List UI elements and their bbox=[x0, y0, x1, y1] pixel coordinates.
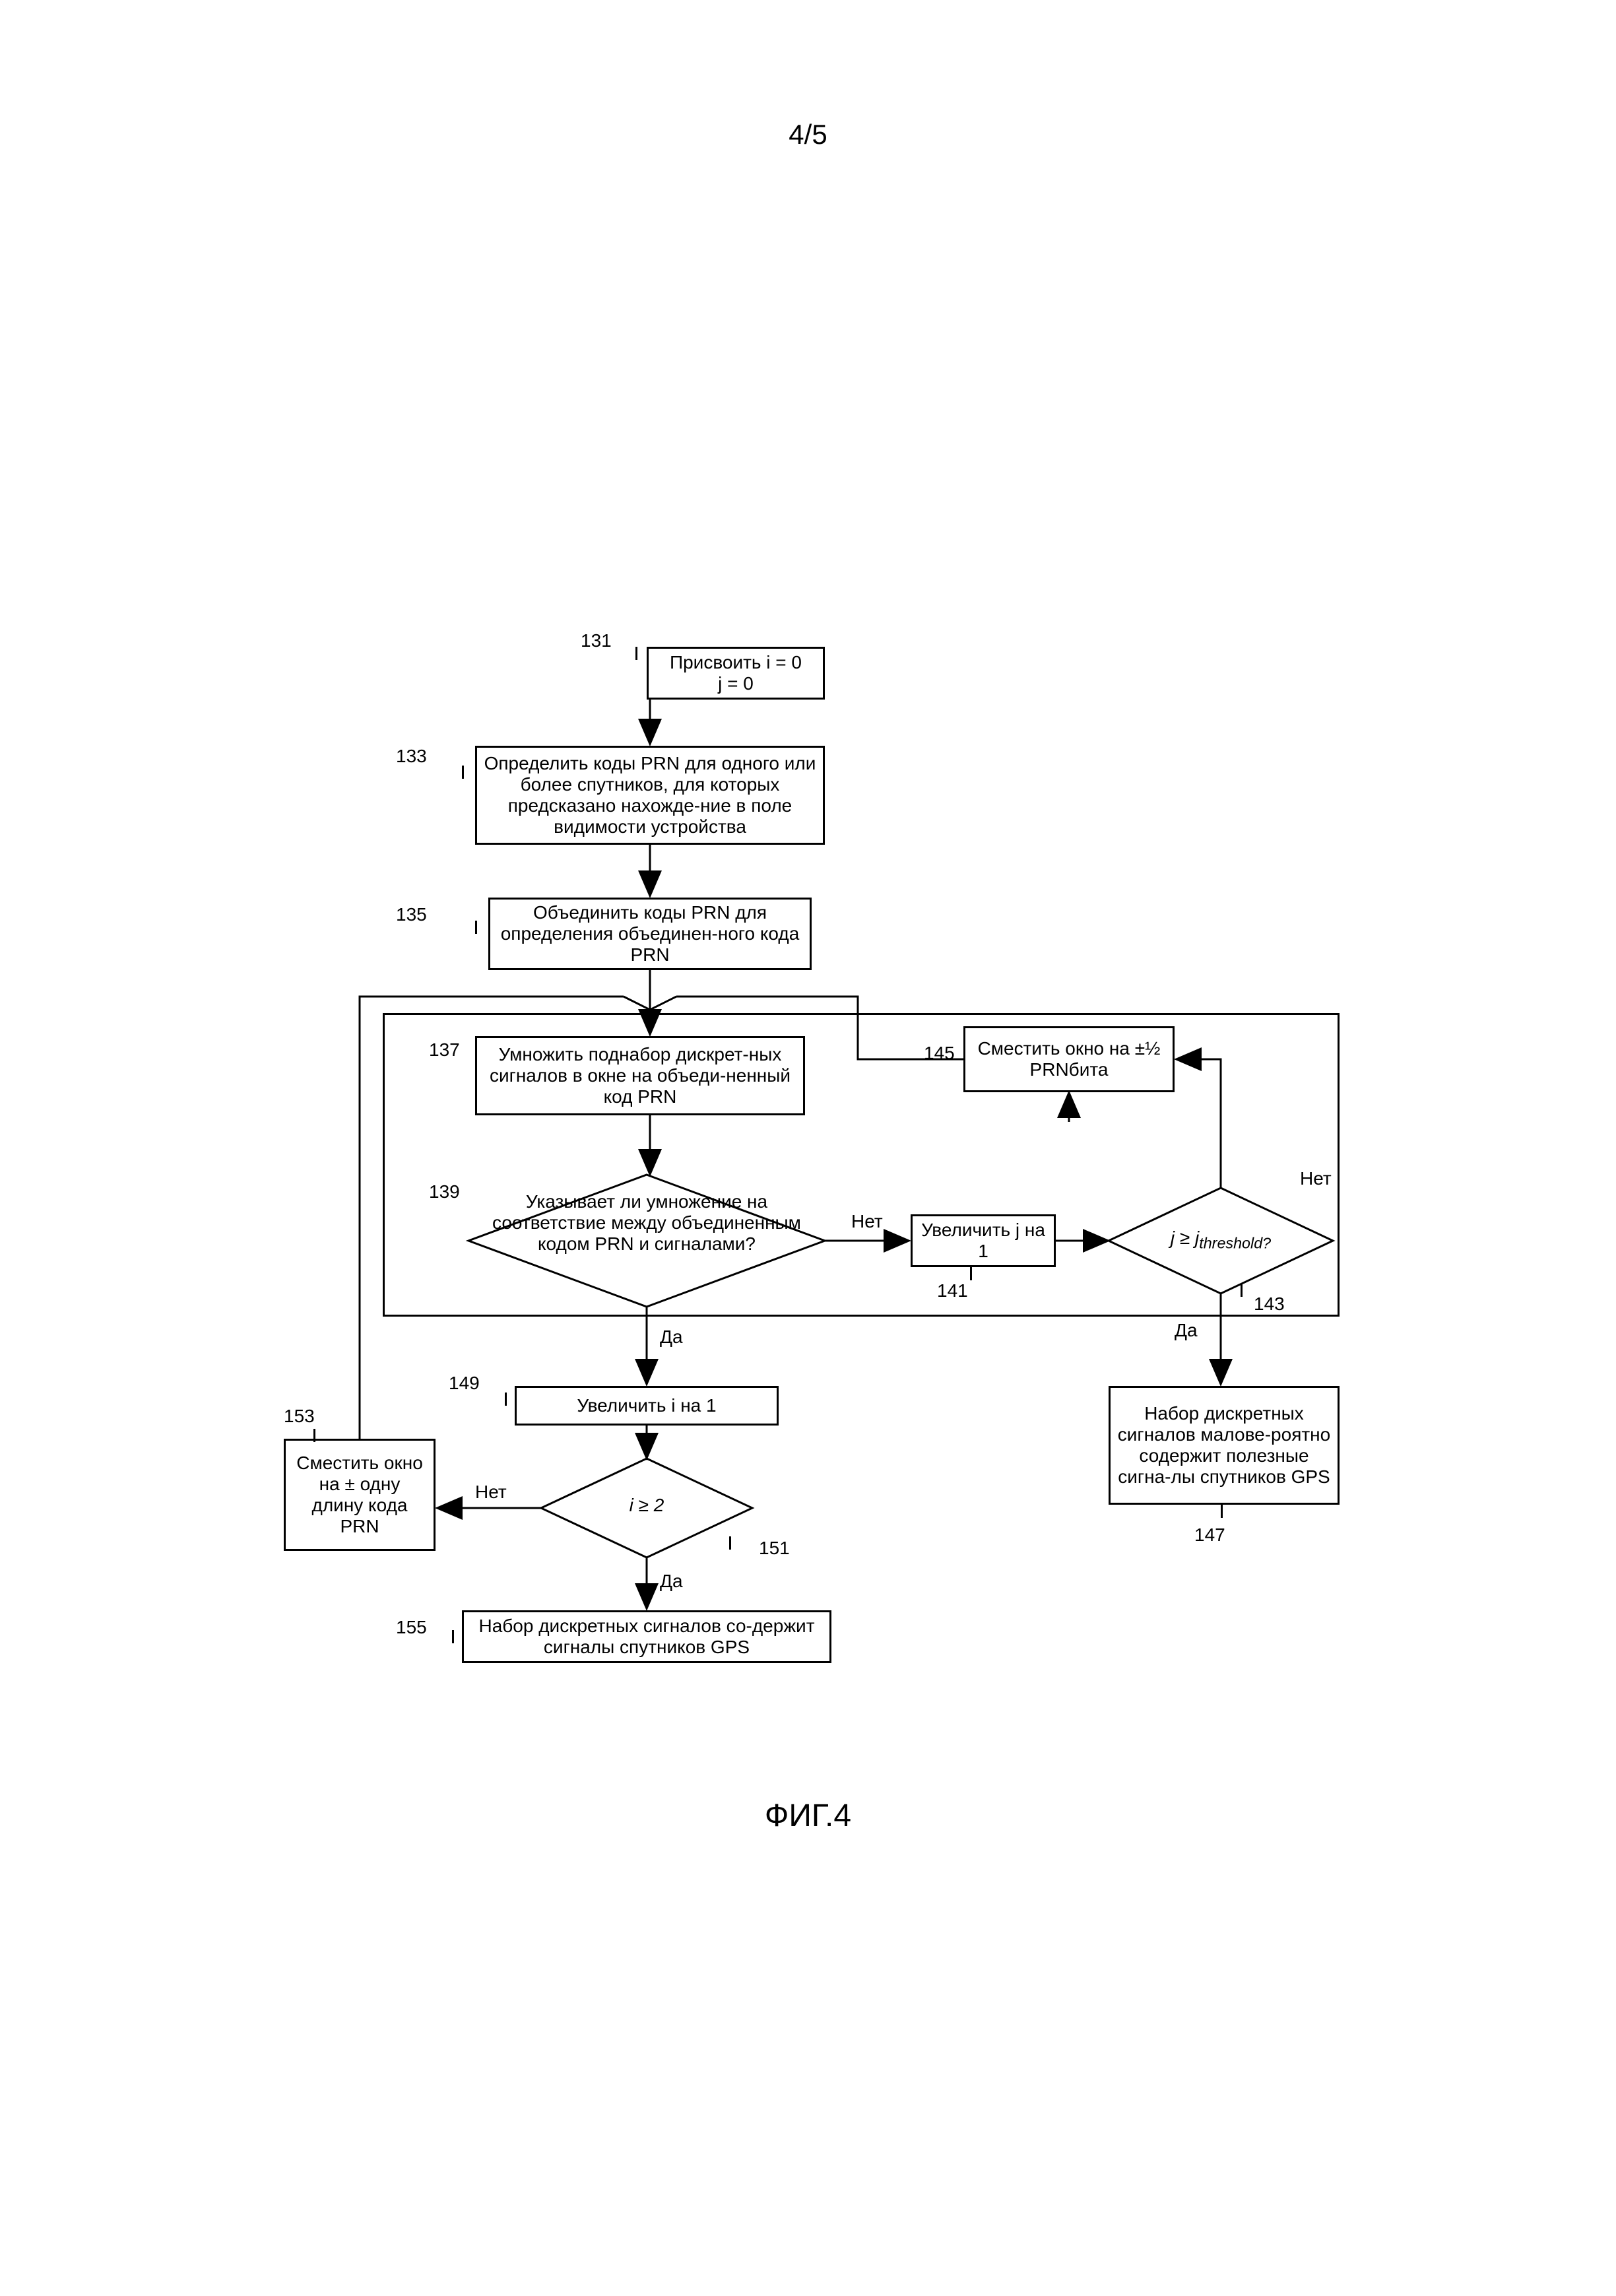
edge-label-no-151: Нет bbox=[475, 1482, 507, 1503]
node-combine-prn: Объединить коды PRN для определения объе… bbox=[488, 898, 812, 970]
figure-label: ФИГ.4 bbox=[765, 1798, 851, 1834]
node-text: Объединить коды PRN для определения объе… bbox=[497, 902, 803, 966]
node-shift-half-bit: Сместить окно на ±½ PRNбита bbox=[963, 1026, 1175, 1092]
node-text: Увеличить i на 1 bbox=[577, 1395, 716, 1416]
decision-j-threshold bbox=[1109, 1188, 1333, 1294]
node-ref-143: 143 bbox=[1254, 1294, 1285, 1315]
node-ref-151: 151 bbox=[759, 1538, 790, 1559]
node-text: Набор дискретных сигналов малове-роятно … bbox=[1117, 1403, 1331, 1488]
node-shift-one-length: Сместить окно на ± одну длину кода PRN bbox=[284, 1439, 436, 1551]
edge-label-yes-151: Да bbox=[660, 1571, 683, 1592]
node-ref-155: 155 bbox=[396, 1617, 427, 1638]
node-text: Определить коды PRN для одного или более… bbox=[484, 753, 816, 838]
node-ref-149: 149 bbox=[449, 1373, 480, 1394]
node-text: Набор дискретных сигналов со-держит сигн… bbox=[470, 1616, 823, 1658]
node-contains-gps: Набор дискретных сигналов со-держит сигн… bbox=[462, 1610, 831, 1663]
node-multiply-subset: Умножить поднабор дискрет-ных сигналов в… bbox=[475, 1036, 805, 1115]
node-ref-131: 131 bbox=[581, 630, 612, 651]
node-ref-139: 139 bbox=[429, 1181, 460, 1202]
edge-label-no-139: Нет bbox=[851, 1211, 883, 1232]
node-text: Присвоить i = 0j = 0 bbox=[670, 652, 802, 694]
page-number: 4/5 bbox=[789, 119, 827, 150]
node-determine-prn: Определить коды PRN для одного или более… bbox=[475, 746, 825, 845]
node-text: Умножить поднабор дискрет-ных сигналов в… bbox=[484, 1044, 796, 1108]
node-assign-init: Присвоить i = 0j = 0 bbox=[647, 647, 825, 700]
decision-multiply-match bbox=[469, 1175, 825, 1307]
node-ref-147: 147 bbox=[1194, 1525, 1225, 1546]
node-unlikely-gps: Набор дискретных сигналов малове-роятно … bbox=[1109, 1386, 1340, 1505]
page: 4/5 Присвоить i = 0j = 0 131 Определить … bbox=[0, 0, 1616, 2296]
node-ref-133: 133 bbox=[396, 746, 427, 767]
node-ref-153: 153 bbox=[284, 1406, 315, 1427]
edge-label-yes-143: Да bbox=[1175, 1320, 1198, 1341]
decision-i-ge-2 bbox=[541, 1459, 752, 1558]
node-ref-135: 135 bbox=[396, 904, 427, 925]
node-text: Сместить окно на ±½ PRNбита bbox=[972, 1038, 1166, 1080]
node-ref-141: 141 bbox=[937, 1280, 968, 1301]
node-increment-j: Увеличить j на 1 bbox=[911, 1214, 1056, 1267]
edge-label-no-143: Нет bbox=[1300, 1168, 1332, 1189]
node-ref-137: 137 bbox=[429, 1039, 460, 1061]
node-text: Увеличить j на 1 bbox=[919, 1220, 1047, 1262]
node-text: Сместить окно на ± одну длину кода PRN bbox=[292, 1453, 427, 1538]
node-ref-145: 145 bbox=[924, 1043, 955, 1064]
node-increment-i: Увеличить i на 1 bbox=[515, 1386, 779, 1426]
edge-label-yes-139: Да bbox=[660, 1327, 683, 1348]
